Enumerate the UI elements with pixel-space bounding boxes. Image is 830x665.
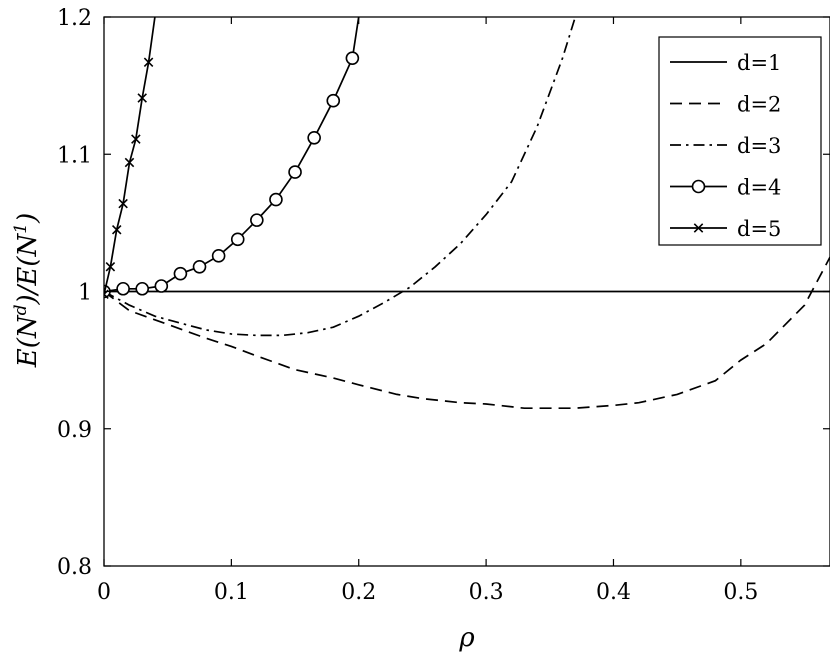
series-line-d=3	[104, 17, 577, 337]
data-point-d=4	[250, 213, 264, 227]
data-point-d=4	[269, 192, 283, 207]
legend-label: d=5	[737, 217, 781, 241]
x-tick-label: 0.1	[214, 580, 249, 605]
data-point-d=4	[230, 232, 245, 247]
series-layer	[104, 17, 830, 410]
data-point-d=4	[135, 281, 150, 296]
series-d=5	[104, 17, 156, 300]
x-tick-label: 0.3	[469, 580, 504, 605]
legend-marker	[691, 179, 706, 194]
y-axis-label: E(Nd)/E(N1)	[11, 213, 43, 369]
data-point-d=4	[345, 51, 360, 65]
series-d=4	[104, 17, 360, 299]
data-point-d=5	[143, 57, 154, 68]
data-point-d=4	[211, 249, 226, 263]
x-tick-label: 0.2	[341, 580, 376, 605]
data-point-d=4	[326, 93, 341, 108]
y-tick-label: 0.9	[57, 418, 92, 443]
y-tick-label: 1.2	[57, 6, 92, 31]
x-tick-label: 0.5	[723, 580, 758, 605]
data-point-d=5	[137, 93, 147, 103]
legend-entry-d=5: d=5	[670, 217, 781, 241]
legend-entry-d=1: d=1	[670, 51, 781, 75]
legend-marker	[693, 223, 704, 233]
series-d=2	[104, 256, 830, 410]
x-tick-label: 0	[97, 580, 111, 605]
data-point-d=5	[124, 157, 135, 168]
y-tick-label: 1	[78, 281, 92, 306]
x-tick-label: 0.4	[596, 580, 631, 605]
y-axis-label-part-2: )/E(N	[13, 232, 43, 305]
data-point-d=5	[105, 262, 116, 272]
legend-label: d=2	[737, 93, 781, 117]
legend-entry-d=4: d=4	[670, 176, 781, 200]
series-d=3	[104, 17, 577, 337]
data-point-d=4	[307, 130, 321, 145]
legend-label: d=1	[737, 51, 781, 75]
legend-box	[658, 36, 822, 246]
data-point-d=4	[192, 259, 207, 274]
legend-entry-d=3: d=3	[670, 134, 781, 158]
data-point-d=4	[288, 165, 302, 179]
y-axis-label-part-3: )	[13, 213, 43, 224]
y-tick-label: 1.1	[57, 143, 92, 168]
data-point-d=4	[154, 279, 169, 293]
x-axis-label: ρ	[458, 623, 475, 653]
data-point-d=4	[116, 281, 130, 296]
legend: d=1 d=2 d=3 d=4 d=5	[658, 36, 822, 246]
series-line-d=2	[104, 256, 830, 410]
data-point-d=5	[111, 224, 122, 235]
ticks-layer: 0 0.1 0.2 0.3 0.4 0.5 0.8 0.9 1 1.1 1.2	[57, 6, 830, 605]
data-point-d=5	[131, 134, 141, 144]
y-tick-label: 0.8	[57, 555, 92, 580]
y-axis-label-part-1: E(N	[13, 314, 43, 368]
legend-label: d=4	[737, 176, 781, 200]
data-point-d=4	[173, 266, 188, 281]
data-point-d=5	[118, 198, 128, 209]
legend-entry-d=2: d=2	[670, 93, 781, 117]
y-axis-label-sup-1: 1	[11, 223, 31, 234]
y-axis-label-sup-d: d	[11, 304, 31, 315]
legend-label: d=3	[737, 134, 781, 158]
